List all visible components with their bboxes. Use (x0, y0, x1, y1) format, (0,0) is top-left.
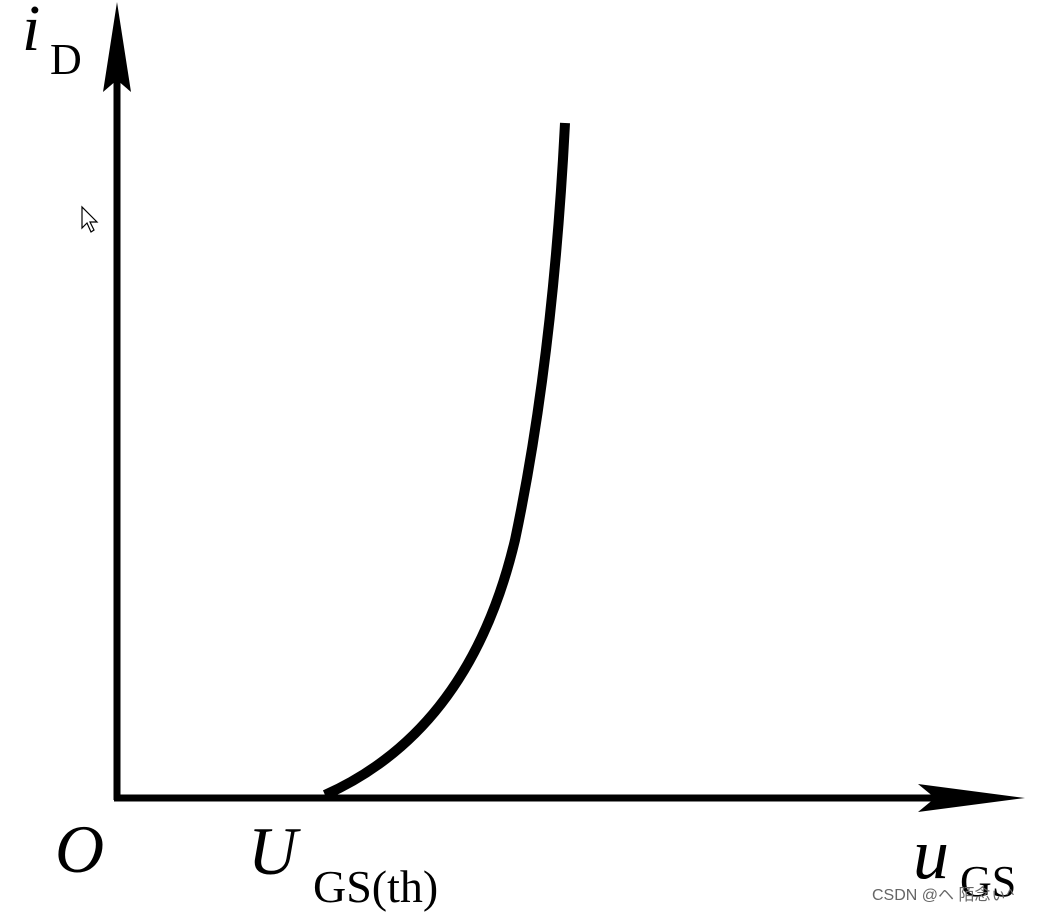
x-axis-symbol: u (913, 814, 949, 894)
threshold-symbol: U (248, 813, 301, 889)
watermark: CSDN @ヘ 陌念ぃ^ (872, 885, 1014, 904)
y-axis-subscript: D (50, 35, 82, 84)
threshold-subscript: GS(th) (313, 861, 438, 912)
origin-label: O (55, 811, 104, 887)
transfer-curve (322, 122, 570, 800)
x-axis-subscript: GS (960, 857, 1016, 906)
x-axis-arrow (918, 784, 1025, 812)
cursor (81, 205, 99, 233)
y-axis-arrow (103, 2, 131, 92)
y-axis-symbol: i (22, 0, 40, 65)
